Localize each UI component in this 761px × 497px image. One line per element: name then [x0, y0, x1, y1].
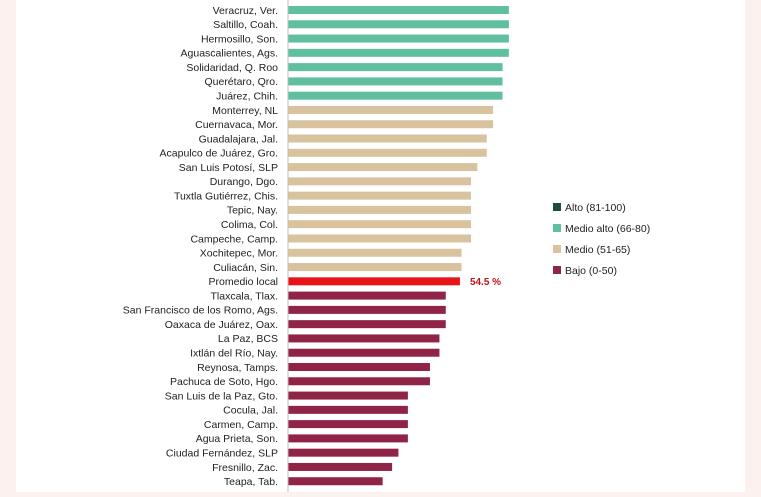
category-label-29: Carmen, Camp.: [204, 419, 278, 431]
bar-5: [288, 77, 503, 86]
bar-18: [288, 263, 462, 272]
bar-3: [288, 48, 509, 57]
bar-8: [288, 120, 494, 129]
category-label-25: Reynosa, Tamps.: [197, 362, 278, 374]
category-label-32: Fresnillo, Zac.: [212, 462, 278, 474]
bar-23: [288, 334, 440, 343]
category-labels: Veracruz, Ver. Saltillo, Coah. Hermosillo,…: [123, 5, 278, 488]
legend: Alto (81-100) Medio alto (66-80) Medio (51…: [553, 202, 650, 277]
category-label-6: Juárez, Chih.: [216, 90, 278, 102]
bar-33: [288, 477, 383, 486]
category-label-23: La Paz, BCS: [218, 333, 278, 345]
bar-0: [288, 6, 509, 14]
category-label-31: Ciudad Fernández, SLP: [166, 447, 278, 459]
category-label-28: Cocula, Jal.: [223, 405, 278, 417]
bar-15: [288, 220, 471, 229]
bar-27: [288, 391, 408, 400]
category-label-0: Veracruz, Ver.: [213, 5, 278, 17]
bar-20: [288, 291, 446, 300]
category-label-27: San Luis de la Paz, Gto.: [165, 390, 278, 402]
category-label-24: Ixtlán del Río, Nay.: [190, 348, 278, 360]
category-label-15: Colima, Col.: [221, 219, 278, 231]
bar-31: [288, 448, 399, 457]
bar-32: [288, 462, 393, 471]
category-label-16: Campeche, Camp.: [190, 233, 278, 245]
category-label-12: Durango, Dgo.: [210, 176, 278, 188]
bar-28: [288, 405, 408, 414]
bar-11: [288, 163, 478, 172]
category-label-7: Monterrey, NL: [212, 105, 278, 117]
bar-26: [288, 377, 430, 386]
legend-label-medio: Medio (51-65): [565, 244, 630, 256]
bar-12: [288, 177, 471, 186]
category-label-14: Tepic, Nay.: [227, 205, 278, 217]
bar-1: [288, 20, 509, 29]
bar-14: [288, 205, 471, 214]
bar-9: [288, 134, 487, 143]
page-margin: [745, 0, 761, 492]
bar-17: [288, 248, 462, 257]
data-label-19: 54.5 %: [470, 277, 501, 288]
category-label-8: Cuernavaca, Mor.: [195, 119, 278, 131]
category-label-2: Hermosillo, Son.: [201, 33, 278, 45]
data-labels: 54.5 %: [470, 277, 501, 288]
category-label-5: Querétaro, Qro.: [204, 76, 278, 88]
bar-19: [288, 277, 460, 286]
category-label-26: Pachuca de Soto, Hgo.: [170, 376, 278, 388]
bar-13: [288, 191, 471, 200]
category-label-18: Culiacán, Sin.: [213, 262, 278, 274]
bar-21: [288, 305, 446, 314]
category-label-17: Xochitepec, Mor.: [200, 248, 278, 260]
category-label-30: Agua Prieta, Son.: [196, 433, 278, 445]
category-label-33: Teapa, Tab.: [224, 476, 278, 488]
legend-label-alto: Alto (81-100): [565, 202, 626, 214]
bar-30: [288, 434, 408, 443]
legend-swatch-medio: [553, 245, 561, 253]
bar-7: [288, 105, 494, 114]
bar-group: [288, 6, 509, 486]
category-label-10: Acapulco de Juárez, Gro.: [160, 148, 278, 160]
category-label-19: Promedio local: [209, 276, 278, 288]
category-label-9: Guadalajara, Jal.: [199, 133, 278, 145]
legend-swatch-bajo: [553, 266, 561, 274]
bar-24: [288, 348, 440, 357]
bar-25: [288, 363, 430, 371]
bar-22: [288, 320, 446, 329]
chart-panel: Veracruz, Ver. Saltillo, Coah. Hermosillo,…: [16, 0, 745, 492]
legend-swatch-alto: [553, 203, 561, 211]
category-label-11: San Luis Potosí, SLP: [179, 162, 278, 174]
legend-swatch-medio_alto: [553, 224, 561, 232]
category-label-20: Tlaxcala, Tlax.: [211, 290, 279, 302]
legend-label-bajo: Bajo (0-50): [565, 265, 617, 277]
category-label-3: Aguascalientes, Ags.: [181, 48, 278, 60]
category-label-1: Saltillo, Coah.: [213, 19, 278, 31]
category-label-21: San Francisco de los Romo, Ags.: [123, 305, 278, 317]
legend-label-medio_alto: Medio alto (66-80): [565, 223, 650, 235]
bar-6: [288, 91, 503, 100]
bar-chart: Veracruz, Ver. Saltillo, Coah. Hermosillo,…: [123, 0, 650, 492]
category-label-4: Solidaridad, Q. Roo: [186, 62, 278, 74]
bar-16: [288, 234, 471, 243]
category-label-22: Oaxaca de Juárez, Oax.: [165, 319, 278, 331]
bar-4: [288, 63, 503, 72]
bar-2: [288, 34, 509, 43]
bar-29: [288, 420, 408, 429]
bar-10: [288, 148, 487, 157]
category-label-13: Tuxtla Gutiérrez, Chis.: [174, 190, 278, 202]
